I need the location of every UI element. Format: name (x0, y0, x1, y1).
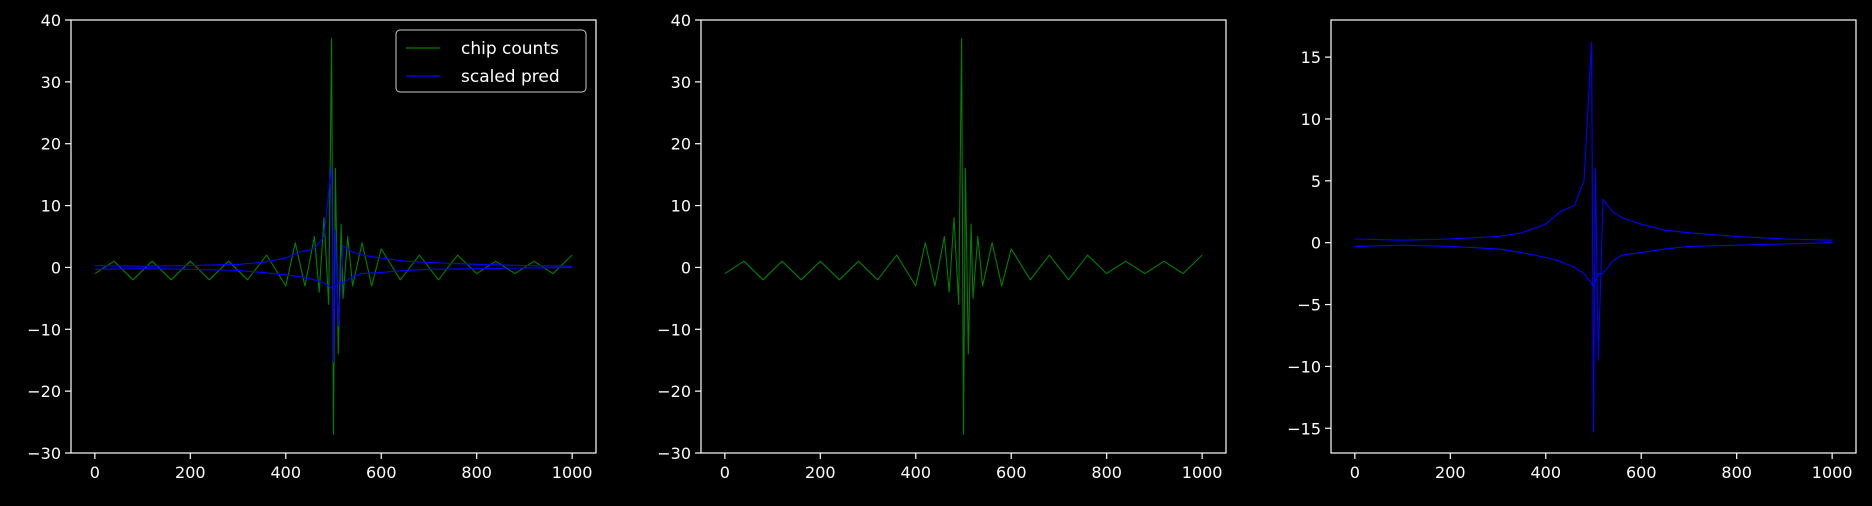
panel-middle-x-tick-label: 800 (1091, 463, 1122, 482)
panel-right-axes-frame (1330, 19, 1857, 454)
panel-right-x-tick-label: 200 (1435, 463, 1466, 482)
panel-right-y-tick-label: 5 (1311, 172, 1321, 191)
panel-left-axes-frame (70, 19, 597, 454)
panel-left-y-tick-label: 40 (41, 11, 61, 30)
panel-left-series-line-0 (94, 38, 573, 435)
panel-left-x-tick-label: 1000 (552, 463, 593, 482)
panel-left-y-tick-label: 30 (41, 73, 61, 92)
panel-left-y-tick-label: −10 (27, 320, 61, 339)
panel-middle-x-tick-label: 0 (720, 463, 730, 482)
panel-left-series-line-1 (94, 166, 573, 363)
panel-middle-y-tick-label: 0 (681, 258, 691, 277)
panel-left-y-tick-label: 10 (41, 197, 61, 216)
panel-left-y-tick-label: 20 (41, 135, 61, 154)
panel-right-x-tick-label: 600 (1626, 463, 1657, 482)
panel-left-x-tick-label: 0 (90, 463, 100, 482)
panel-middle-x-tick-label: 400 (900, 463, 931, 482)
panel-middle-x-tick-label: 200 (805, 463, 836, 482)
panel-right-y-tick-label: −15 (1287, 419, 1321, 438)
panel-middle-y-tick-label: 30 (671, 73, 691, 92)
panel-right-series-line-1 (1354, 242, 1833, 287)
panel-right-y-tick-label: 10 (1301, 110, 1321, 129)
panel-right-y-tick-label: −5 (1297, 296, 1321, 315)
panel-right-y-tick-label: −10 (1287, 357, 1321, 376)
panel-right-x-tick-label: 800 (1721, 463, 1752, 482)
panel-middle-x-tick-label: 600 (996, 463, 1027, 482)
panel-left-x-tick-label: 400 (270, 463, 301, 482)
panel-right-y-tick-label: 15 (1301, 48, 1321, 67)
panel-middle-series-line-0 (724, 38, 1203, 435)
panel-middle-y-tick-label: −20 (657, 382, 691, 401)
legend-label-0: chip counts (461, 39, 559, 59)
panel-left-x-tick-label: 200 (175, 463, 206, 482)
panel-right-x-tick-label: 400 (1530, 463, 1561, 482)
panel-middle-axes-frame (700, 19, 1227, 454)
panel-right-series-line-0 (1354, 41, 1833, 433)
panel-left-x-tick-label: 800 (461, 463, 492, 482)
panel-middle-x-tick-label: 1000 (1182, 463, 1223, 482)
panel-middle-y-tick-label: −30 (657, 444, 691, 463)
panel-right-y-tick-label: 0 (1311, 234, 1321, 253)
panel-right-x-tick-label: 0 (1350, 463, 1360, 482)
panel-middle-y-tick-label: 10 (671, 197, 691, 216)
panel-right-x-tick-label: 1000 (1812, 463, 1853, 482)
panel-left-x-tick-label: 600 (366, 463, 397, 482)
panel-left-y-tick-label: 0 (51, 258, 61, 277)
legend-box (395, 29, 587, 93)
panel-left-y-tick-label: −30 (27, 444, 61, 463)
panel-left-y-tick-label: −20 (27, 382, 61, 401)
panel-middle-y-tick-label: −10 (657, 320, 691, 339)
legend-label-1: scaled pred (461, 67, 560, 87)
panel-left-series-line-2 (94, 266, 573, 290)
panel-middle-y-tick-label: 20 (671, 135, 691, 154)
panel-middle-y-tick-label: 40 (671, 11, 691, 30)
